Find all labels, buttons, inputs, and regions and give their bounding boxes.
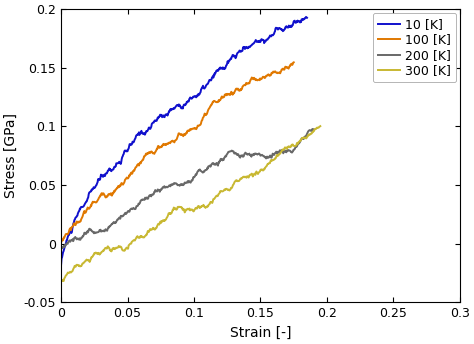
300 [K] (199, 204, 204, 208)
10 [K] (58, 263, 64, 267)
200 [K] (180, 182, 185, 186)
200 [K] (265, 156, 271, 160)
300 [K] (212, 195, 218, 200)
200 [K] (310, 127, 315, 131)
300 [K] (58, 279, 64, 283)
10 [K] (205, 82, 210, 86)
300 [K] (183, 208, 189, 212)
10 [K] (260, 38, 265, 42)
10 [K] (191, 95, 197, 99)
200 [K] (58, 248, 64, 252)
10 [K] (304, 16, 310, 20)
300 [K] (271, 158, 276, 162)
200 [K] (195, 169, 201, 173)
100 [K] (58, 240, 64, 245)
Y-axis label: Stress [GPa]: Stress [GPa] (4, 113, 18, 198)
10 [K] (176, 104, 182, 108)
200 [K] (311, 127, 317, 131)
10 [K] (303, 15, 309, 19)
Line: 100 [K]: 100 [K] (61, 62, 294, 243)
100 [K] (184, 131, 190, 135)
100 [K] (170, 139, 176, 143)
100 [K] (249, 75, 255, 79)
100 [K] (285, 66, 291, 70)
200 [K] (305, 131, 310, 135)
Line: 300 [K]: 300 [K] (61, 126, 320, 281)
300 [K] (311, 129, 317, 133)
300 [K] (318, 124, 323, 128)
X-axis label: Strain [-]: Strain [-] (230, 326, 291, 340)
100 [K] (291, 60, 297, 64)
100 [K] (197, 123, 202, 127)
Line: 200 [K]: 200 [K] (61, 129, 314, 250)
Legend: 10 [K], 100 [K], 200 [K], 300 [K]: 10 [K], 100 [K], 200 [K], 300 [K] (373, 13, 456, 83)
10 [K] (298, 20, 304, 24)
200 [K] (178, 183, 184, 187)
300 [K] (182, 208, 187, 212)
200 [K] (209, 162, 214, 166)
10 [K] (175, 104, 181, 108)
100 [K] (169, 139, 174, 143)
Line: 10 [K]: 10 [K] (61, 17, 307, 265)
